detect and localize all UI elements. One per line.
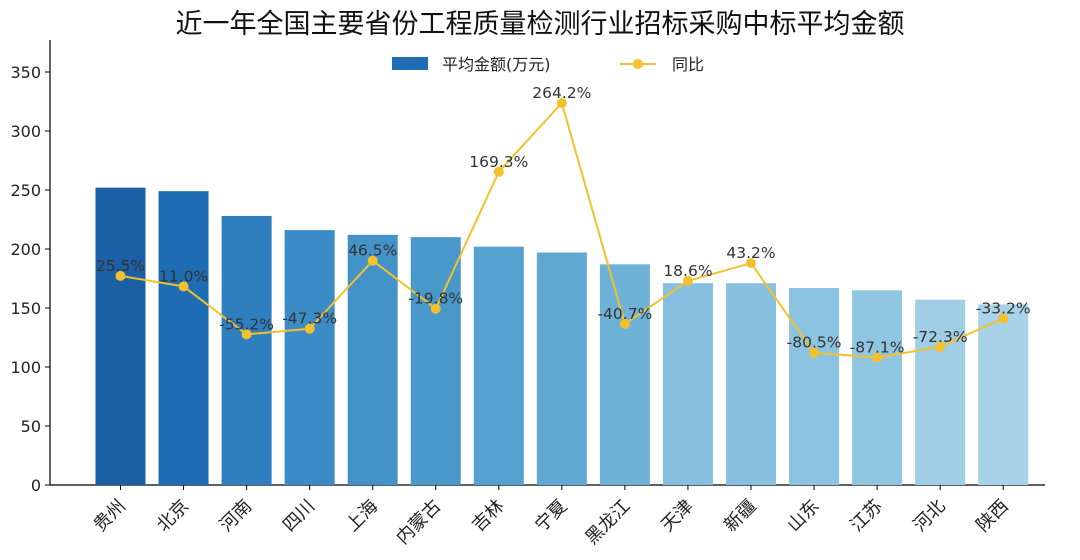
x-tick-label: 宁夏 xyxy=(531,496,571,536)
bar xyxy=(221,215,272,485)
x-tick-label: 上海 xyxy=(342,496,382,536)
yoy-data-label: 18.6% xyxy=(663,262,712,280)
x-tick-label: 贵州 xyxy=(90,496,130,536)
yoy-data-label: 43.2% xyxy=(726,244,775,262)
yoy-point xyxy=(115,270,126,281)
x-tick-label: 江苏 xyxy=(846,496,886,536)
x-tick-label: 黑龙江 xyxy=(581,496,634,549)
bar xyxy=(536,252,587,485)
yoy-data-label: -87.1% xyxy=(850,339,905,357)
x-tick-label: 天津 xyxy=(657,496,697,536)
yoy-point xyxy=(998,313,1009,324)
x-tick-label: 北京 xyxy=(153,496,193,536)
yoy-point xyxy=(935,341,946,352)
yoy-data-label: -80.5% xyxy=(787,334,842,352)
y-tick-label: 100 xyxy=(10,358,41,377)
yoy-data-label: -33.2% xyxy=(976,299,1031,317)
bar xyxy=(599,264,650,485)
yoy-point xyxy=(178,281,189,292)
yoy-point xyxy=(746,258,756,269)
x-tick-label: 山东 xyxy=(783,496,823,536)
yoy-data-label: -55.2% xyxy=(219,315,274,333)
yoy-point xyxy=(872,352,883,363)
y-tick-label: 300 xyxy=(10,122,41,141)
yoy-point xyxy=(241,329,252,340)
bar xyxy=(158,191,209,485)
yoy-data-label: 25.5% xyxy=(96,257,145,275)
yoy-data-label: 169.3% xyxy=(469,153,528,171)
x-tick-label: 陕西 xyxy=(972,496,1012,536)
x-tick-label: 四川 xyxy=(279,496,319,536)
yoy-data-label: -47.3% xyxy=(282,310,337,328)
legend-line-marker xyxy=(633,59,643,69)
bar xyxy=(978,304,1029,485)
bar xyxy=(789,287,840,485)
yoy-point xyxy=(367,255,378,266)
yoy-point xyxy=(493,166,504,177)
y-tick-label: 0 xyxy=(31,476,41,495)
bar xyxy=(915,299,966,485)
yoy-point xyxy=(809,347,820,358)
chart-title: 近一年全国主要省份工程质量检测行业招标采购中标平均金额 xyxy=(175,9,905,40)
bar xyxy=(95,187,146,485)
bar xyxy=(410,237,461,485)
x-tick-label: 内蒙古 xyxy=(392,496,445,549)
bar xyxy=(662,283,713,485)
yoy-point xyxy=(682,275,693,286)
yoy-data-label: -40.7% xyxy=(597,305,652,323)
legend-bar-swatch xyxy=(392,57,428,70)
yoy-data-label: 46.5% xyxy=(348,242,397,260)
bar xyxy=(726,283,776,485)
yoy-data-label: 11.0% xyxy=(159,267,208,285)
yoy-point xyxy=(619,318,630,329)
yoy-point xyxy=(304,323,315,334)
bar xyxy=(347,234,398,485)
bar xyxy=(852,290,903,485)
yoy-point xyxy=(556,98,567,108)
yoy-data-label: -72.3% xyxy=(913,328,968,346)
x-tick-label: 吉林 xyxy=(468,496,508,536)
x-tick-label: 河北 xyxy=(909,496,949,536)
x-tick-label: 新疆 xyxy=(720,496,760,536)
yoy-data-label: -19.8% xyxy=(408,290,463,308)
yoy-data-label: 264.2% xyxy=(532,84,591,102)
bar xyxy=(284,230,335,485)
y-tick-label: 150 xyxy=(10,299,41,318)
y-tick-label: 250 xyxy=(10,181,41,200)
yoy-point xyxy=(430,303,441,314)
bar xyxy=(473,246,524,485)
y-tick-label: 200 xyxy=(10,240,41,259)
y-tick-label: 350 xyxy=(10,63,41,82)
legend-bar-label: 平均金额(万元) xyxy=(442,55,551,74)
y-tick-label: 50 xyxy=(21,417,41,436)
x-tick-label: 河南 xyxy=(216,496,256,536)
legend-line-label: 同比 xyxy=(672,55,704,74)
